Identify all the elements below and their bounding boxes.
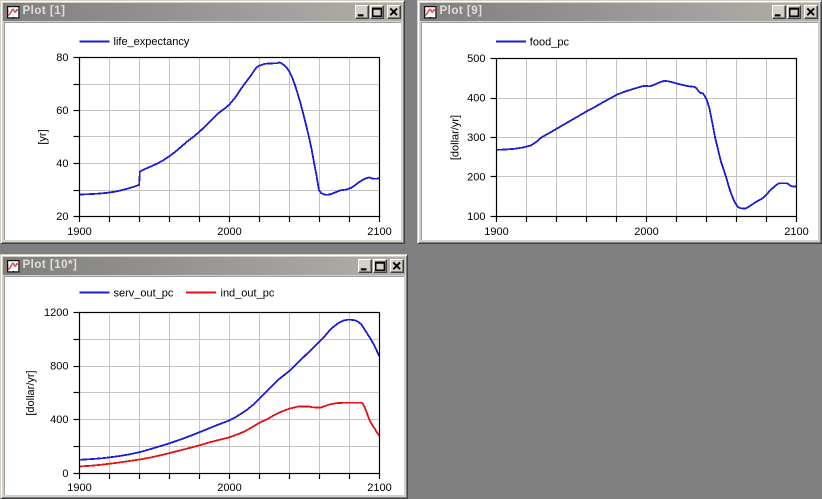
svg-text:20: 20	[56, 211, 68, 223]
svg-text:life_expectancy: life_expectancy	[114, 36, 190, 48]
svg-text:serv_out_pc: serv_out_pc	[114, 288, 174, 300]
svg-text:1900: 1900	[67, 226, 91, 238]
svg-text:1900: 1900	[67, 482, 91, 494]
svg-text:1200: 1200	[44, 307, 68, 319]
svg-text:1900: 1900	[484, 226, 508, 238]
svg-text:2000: 2000	[217, 482, 241, 494]
svg-text:2100: 2100	[367, 482, 391, 494]
svg-text:2000: 2000	[217, 226, 241, 238]
svg-text:2100: 2100	[367, 226, 391, 238]
svg-text:2100: 2100	[784, 226, 808, 238]
svg-text:200: 200	[467, 171, 485, 183]
svg-text:500: 500	[467, 53, 485, 65]
svg-text:400: 400	[467, 92, 485, 104]
svg-text:2000: 2000	[634, 226, 658, 238]
svg-text:60: 60	[56, 105, 68, 117]
svg-text:400: 400	[50, 414, 68, 426]
svg-text:80: 80	[56, 52, 68, 64]
svg-text:0: 0	[62, 468, 68, 480]
svg-text:food_pc: food_pc	[530, 36, 570, 48]
svg-text:300: 300	[467, 132, 485, 144]
svg-text:40: 40	[56, 158, 68, 170]
svg-text:ind_out_pc: ind_out_pc	[221, 288, 275, 300]
svg-text:[yr]: [yr]	[37, 129, 49, 144]
svg-text:[dollar/yr]: [dollar/yr]	[450, 115, 462, 160]
svg-text:800: 800	[50, 361, 68, 373]
svg-text:100: 100	[467, 211, 485, 223]
svg-text:[dollar/yr]: [dollar/yr]	[25, 370, 37, 415]
